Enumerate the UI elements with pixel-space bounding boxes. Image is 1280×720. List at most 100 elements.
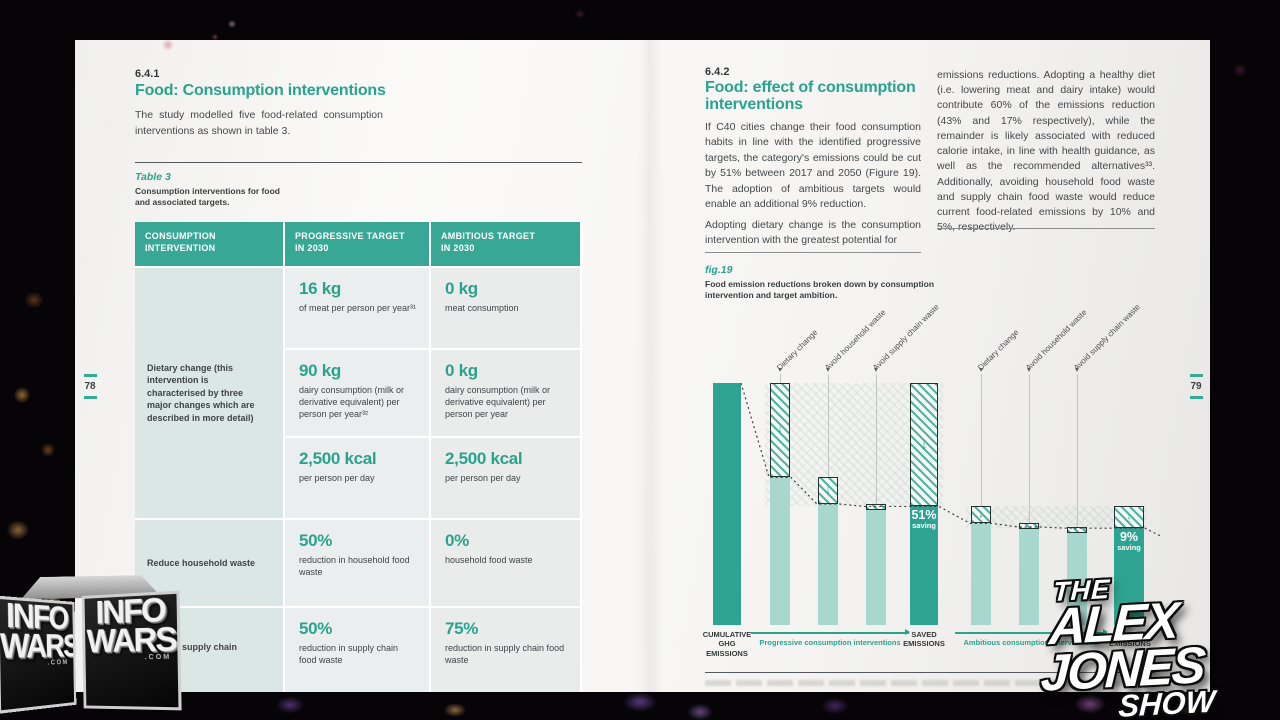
- desc-supply-ambitious: reduction in supply chain food waste: [445, 643, 565, 666]
- value-meat-ambitious: 0 kg: [445, 279, 478, 298]
- cell-supply-progressive: 50% reduction in supply chain food waste: [285, 608, 429, 692]
- cell-dairy-ambitious: 0 kg dairy consumption (milk or derivati…: [431, 350, 580, 436]
- report-spread: 6.4.1 Food: Consumption interventions Th…: [75, 40, 1210, 692]
- left-section-number: 6.4.1: [135, 68, 160, 80]
- infowars-logo: INFO WARS .COM INFO WARS .COM: [0, 572, 198, 720]
- right-col2-divider: [937, 228, 1155, 229]
- desc-dairy-ambitious: dairy consumption (milk or derivative eq…: [445, 385, 551, 420]
- bar-ambitious-dietary-change-remaining: [971, 523, 991, 625]
- left-page-title: Food: Consumption interventions: [135, 82, 386, 99]
- cell-household-ambitious: 0% household food waste: [431, 520, 580, 606]
- table-3-caption: Consumption interventions for food and a…: [135, 186, 280, 208]
- cell-meat-ambitious: 0 kg meat consumption: [431, 268, 580, 348]
- cell-dairy-progressive: 90 kg dairy consumption (milk or derivat…: [285, 350, 429, 436]
- cell-meat-progressive: 16 kg of meat per person per year³¹: [285, 268, 429, 348]
- progressive-arrow-line: [751, 630, 910, 635]
- desc-household-ambitious: household food waste: [445, 555, 533, 565]
- desc-meat-ambitious: meat consumption: [445, 303, 519, 313]
- left-intro-paragraph: The study modelled five food-related con…: [135, 109, 383, 137]
- down-arrow-icon: ↓: [978, 507, 984, 520]
- axis-label-progressive: Progressive consumption interventions: [759, 637, 901, 647]
- bar-ambitious-avoid-household-waste-remaining: [1019, 526, 1039, 625]
- letterbox-right: [1212, 0, 1280, 720]
- infowars-cube-front-face: INFO WARS .COM: [81, 590, 182, 711]
- label-pointer-line: [1028, 374, 1030, 524]
- down-arrow-icon: ↓: [777, 423, 783, 436]
- table-header-consumption-intervention: CONSUMPTION INTERVENTION: [135, 222, 283, 266]
- desc-dairy-progressive: dairy consumption (milk or derivative eq…: [299, 385, 405, 420]
- right-col2-paragraph: emissions reductions. Adopting a healthy…: [937, 69, 1155, 233]
- desc-kcal-ambitious: per person per day: [445, 473, 521, 483]
- right-col1-paragraph-2: Adopting dietary change is the consumpti…: [705, 219, 921, 247]
- value-supply-progressive: 50%: [299, 619, 333, 638]
- bar-progressive-avoid-supply-chain-waste-remaining: [866, 506, 886, 625]
- table-row-label-dietary-change: Dietary change (this intervention is cha…: [135, 268, 283, 518]
- label-pointer-line: [980, 374, 982, 507]
- value-supply-ambitious: 75%: [445, 619, 479, 638]
- saving-callout-progressive: 51% saving: [910, 509, 938, 529]
- infowars-text-wars: WARS: [0, 625, 77, 666]
- page-edge-dash: [1189, 396, 1203, 399]
- page-edge-dash: [83, 374, 97, 377]
- page-number-79-text: 79: [1190, 381, 1202, 392]
- alex-jones-show-logo: THE ALEX JONES SHOW: [1038, 571, 1221, 720]
- page-fold: [637, 40, 663, 692]
- axis-span-progressive: Progressive consumption interventions: [751, 630, 910, 647]
- cell-kcal-ambitious: 2,500 kcal per person per day: [431, 438, 580, 518]
- down-arrow-icon: ↓: [1126, 511, 1132, 522]
- cell-kcal-progressive: 2,500 kcal per person per day: [285, 438, 429, 518]
- bar-progressive-dietary-change-remaining: [770, 477, 790, 625]
- right-col1-paragraph-1: If C40 cities change their food consumpt…: [705, 121, 921, 211]
- letterbox-top: [0, 0, 1280, 40]
- axis-label-saved-emissions: SAVED EMISSIONS: [903, 630, 945, 649]
- right-col1-divider: [705, 252, 921, 253]
- saving-word: saving: [1117, 542, 1141, 552]
- saving-callout-ambitious: 9% saving: [1114, 531, 1144, 551]
- consumption-interventions-table: CONSUMPTION INTERVENTION PROGRESSIVE TAR…: [135, 222, 582, 692]
- value-dairy-progressive: 90 kg: [299, 361, 341, 380]
- left-divider: [135, 162, 582, 163]
- right-section-number: 6.4.2: [705, 66, 730, 78]
- cell-household-progressive: 50% reduction in household food waste: [285, 520, 429, 606]
- value-household-progressive: 50%: [299, 531, 333, 550]
- fig-19-caption: Food emission reductions broken down by …: [705, 279, 935, 301]
- label-pointer-line: [1076, 374, 1078, 527]
- right-page-title: Food: effect of consumption intervention…: [705, 79, 916, 113]
- desc-kcal-progressive: per person per day: [299, 473, 375, 483]
- desc-supply-progressive: reduction in supply chain food waste: [299, 643, 399, 666]
- bar-label-progressive-dietary-change: Dietary change: [775, 327, 820, 373]
- desc-household-progressive: reduction in household food waste: [299, 555, 410, 578]
- page-edge-dash: [83, 396, 97, 399]
- saving-percent: 9%: [1119, 530, 1139, 545]
- value-kcal-ambitious: 2,500 kcal: [445, 449, 523, 468]
- table-header-ambitious-target: AMBITIOUS TARGET IN 2030: [431, 222, 580, 266]
- bar-ambitious-avoid-household-waste-reduction: [1019, 523, 1039, 530]
- bar-progressive-avoid-household-waste-remaining: [818, 504, 838, 625]
- value-kcal-progressive: 2,500 kcal: [299, 449, 377, 468]
- table-3-label: Table 3: [135, 171, 171, 183]
- value-meat-progressive: 16 kg: [299, 279, 341, 298]
- label-pointer-line: [779, 374, 781, 383]
- down-arrow-icon: ↓: [920, 435, 928, 453]
- page-number-78: 78: [77, 370, 103, 403]
- saving-word: saving: [912, 520, 936, 530]
- bar-label-ambitious-dietary-change: Dietary change: [976, 327, 1021, 373]
- cell-supply-ambitious: 75% reduction in supply chain food waste: [431, 608, 580, 692]
- label-pointer-line: [875, 374, 877, 504]
- label-pointer-line: [827, 374, 829, 478]
- desc-meat-progressive: of meat per person per year³¹: [299, 303, 417, 313]
- page-number-79: 79: [1183, 370, 1209, 403]
- infowars-cube-left-face: INFO WARS .COM: [0, 595, 77, 714]
- bar-ambitious-avoid-supply-chain-waste-reduction: [1067, 526, 1087, 533]
- fig-19-label: fig.19: [705, 264, 733, 276]
- bar-progressive-avoid-supply-chain-waste-reduction: [866, 504, 886, 510]
- infowars-text-wars: WARS: [86, 619, 177, 659]
- page-edge-dash: [1189, 374, 1203, 377]
- value-household-ambitious: 0%: [445, 531, 469, 550]
- value-dairy-ambitious: 0 kg: [445, 361, 478, 380]
- table-header-progressive-target: PROGRESSIVE TARGET IN 2030: [285, 222, 429, 266]
- page-number-78-text: 78: [84, 381, 96, 392]
- down-arrow-icon: ↓: [825, 483, 831, 496]
- bar-baseline-cumulative-ghg-emissions: [713, 383, 741, 625]
